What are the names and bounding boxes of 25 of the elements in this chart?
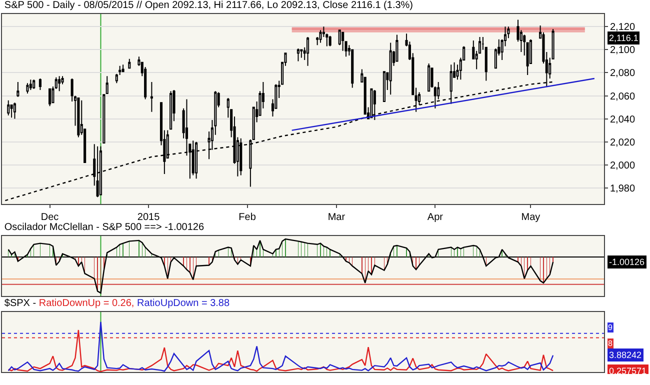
x-tick-label: Dec [40, 212, 59, 223]
x-tick-label: May [521, 212, 540, 223]
y-tick-label: 1,980 [610, 183, 636, 194]
text: 0.257571 [609, 366, 647, 376]
x-tick-label: Mar [328, 212, 346, 223]
chart-title: S&P 500 - Daily - 08/05/2015 // Open 2092.13, Hi 2117.66, Lo 2092.13, Close 2116.1 (1.3%) [4, 0, 414, 11]
ref-line-label: 8 [608, 339, 613, 348]
ref-line-label: 9 [608, 323, 613, 332]
y-tick-label: 2,080 [610, 68, 636, 80]
x-tick-label: 2015 [137, 212, 160, 223]
text: 2,116.1 [609, 33, 638, 43]
y-tick-label: 2,100 [610, 45, 636, 56]
y-tick-label: 2,040 [610, 114, 636, 126]
text: -1.00126 [609, 257, 645, 267]
y-tick-label: 2,020 [610, 137, 636, 148]
text: RatioUpDown = 3.88 [137, 298, 230, 309]
y-tick-label: 2,120 [610, 22, 636, 34]
y-tick-label: 2,000 [610, 160, 636, 172]
chart-title: Oscilador McClellan - S&P 500 ==> -1.00126 [4, 222, 204, 233]
text: 3.88242 [609, 350, 642, 360]
x-tick-label: Apr [427, 212, 444, 223]
y-tick-label: 2,060 [610, 91, 636, 102]
chart-title: $SPX - [4, 298, 36, 309]
text: RatioDownUp = 0.26, [38, 298, 134, 309]
x-tick-label: Feb [238, 212, 256, 223]
